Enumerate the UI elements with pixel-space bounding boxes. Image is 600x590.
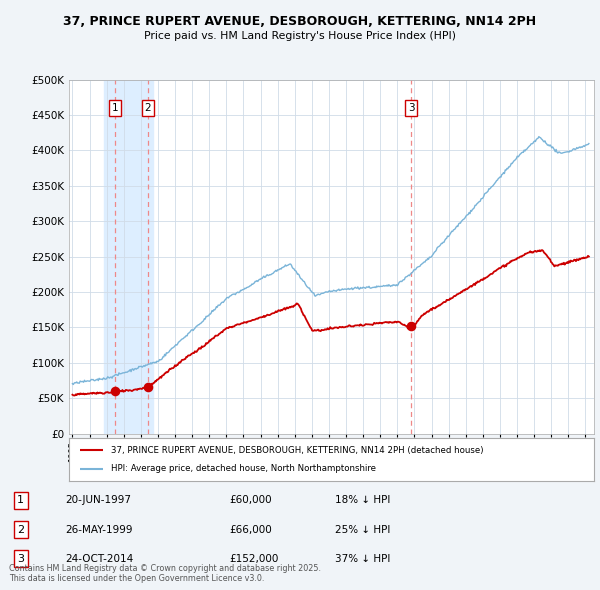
Text: Price paid vs. HM Land Registry's House Price Index (HPI): Price paid vs. HM Land Registry's House … bbox=[144, 31, 456, 41]
Text: 2: 2 bbox=[145, 103, 151, 113]
Text: 26-MAY-1999: 26-MAY-1999 bbox=[65, 525, 133, 535]
Text: 3: 3 bbox=[17, 554, 24, 564]
Text: 37, PRINCE RUPERT AVENUE, DESBOROUGH, KETTERING, NN14 2PH: 37, PRINCE RUPERT AVENUE, DESBOROUGH, KE… bbox=[64, 15, 536, 28]
Text: HPI: Average price, detached house, North Northamptonshire: HPI: Average price, detached house, Nort… bbox=[111, 464, 376, 473]
Text: £66,000: £66,000 bbox=[229, 525, 272, 535]
Text: £152,000: £152,000 bbox=[229, 554, 279, 564]
Point bbox=[406, 322, 416, 331]
Point bbox=[143, 382, 152, 392]
Text: 37% ↓ HPI: 37% ↓ HPI bbox=[335, 554, 391, 564]
Text: Contains HM Land Registry data © Crown copyright and database right 2025.
This d: Contains HM Land Registry data © Crown c… bbox=[9, 563, 321, 583]
Bar bbox=[104, 80, 153, 434]
Text: 1: 1 bbox=[112, 103, 118, 113]
Text: £60,000: £60,000 bbox=[229, 495, 272, 505]
Text: 20-JUN-1997: 20-JUN-1997 bbox=[65, 495, 131, 505]
Point bbox=[110, 386, 119, 396]
Text: 37, PRINCE RUPERT AVENUE, DESBOROUGH, KETTERING, NN14 2PH (detached house): 37, PRINCE RUPERT AVENUE, DESBOROUGH, KE… bbox=[111, 446, 484, 455]
Text: 2: 2 bbox=[17, 525, 24, 535]
Text: 24-OCT-2014: 24-OCT-2014 bbox=[65, 554, 133, 564]
Text: 3: 3 bbox=[408, 103, 415, 113]
Text: 25% ↓ HPI: 25% ↓ HPI bbox=[335, 525, 391, 535]
Text: 1: 1 bbox=[17, 495, 24, 505]
Text: 18% ↓ HPI: 18% ↓ HPI bbox=[335, 495, 391, 505]
